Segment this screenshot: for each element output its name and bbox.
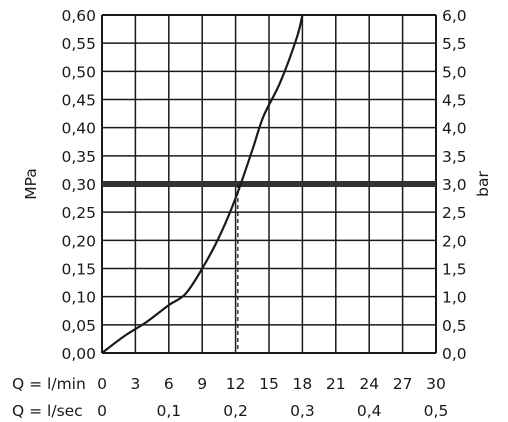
right-tick-label: 4,5 [442,92,467,110]
x-tick-label: 3 [130,375,140,393]
left-tick-label: 0,10 [61,289,96,307]
left-axis-ticks: 0,00 0,05 0,10 0,15 0,20 0,25 0,30 0,35 0,40 0,45… [61,7,96,363]
x-tick-label: 0,4 [357,402,382,420]
right-tick-label: 6,0 [442,7,467,25]
left-tick-label: 0,05 [61,317,96,335]
right-tick-label: 5,0 [442,63,467,81]
right-tick-label: 0,5 [442,317,467,335]
x-tick-label: 9 [197,375,207,393]
x-tick-label: 24 [359,375,379,393]
right-tick-label: 1,5 [442,261,467,279]
right-tick-label: 5,5 [442,35,467,53]
left-tick-label: 0,30 [61,176,96,194]
x-row-label: Q = l/min [12,375,86,393]
x-tick-label: 0,2 [223,402,248,420]
x-row-label: Q = l/sec [12,402,83,420]
x-tick-label: 0 [97,375,107,393]
left-tick-label: 0,40 [61,120,96,138]
left-tick-label: 0,60 [61,7,96,25]
reference-line-group [102,181,436,353]
pressure-curve [101,14,304,354]
left-tick-label: 0,35 [61,148,96,166]
right-tick-label: 2,5 [442,204,467,222]
curve-group [101,14,304,354]
right-tick-label: 3,0 [442,176,467,194]
left-tick-label: 0,45 [61,92,96,110]
x-tick-label: 6 [164,375,174,393]
x-tick-label: 0,5 [424,402,449,420]
left-tick-label: 0,50 [61,63,96,81]
left-axis-label: MPa [22,168,40,200]
x-tick-label: 15 [259,375,279,393]
right-tick-label: 2,0 [442,232,467,250]
right-tick-label: 0,0 [442,345,467,363]
right-axis-label: bar [474,171,492,197]
left-tick-label: 0,55 [61,35,96,53]
left-tick-label: 0,15 [61,261,96,279]
right-tick-label: 3,5 [442,148,467,166]
x-tick-label: 21 [326,375,346,393]
left-tick-label: 0,25 [61,204,96,222]
right-axis-ticks: 0,0 0,5 1,0 1,5 2,0 2,5 3,0 3,5 4,0 4,5 5,0 5,5 6,0 [442,7,467,363]
x-axis-rows: Q = l/min 0 3 6 9 12 15 18 21 24 27 30 Q = l/sec 0 0,1… [12,375,448,420]
left-tick-label: 0,20 [61,232,96,250]
left-tick-label: 0,00 [61,345,96,363]
x-tick-label: 0,1 [156,402,181,420]
right-tick-label: 1,0 [442,289,467,307]
x-tick-label: 12 [226,375,246,393]
x-tick-label: 0 [97,402,107,420]
right-tick-label: 4,0 [442,120,467,138]
x-tick-label: 30 [426,375,446,393]
x-tick-label: 18 [293,375,313,393]
x-tick-label: 0,3 [290,402,315,420]
x-tick-label: 27 [393,375,413,393]
